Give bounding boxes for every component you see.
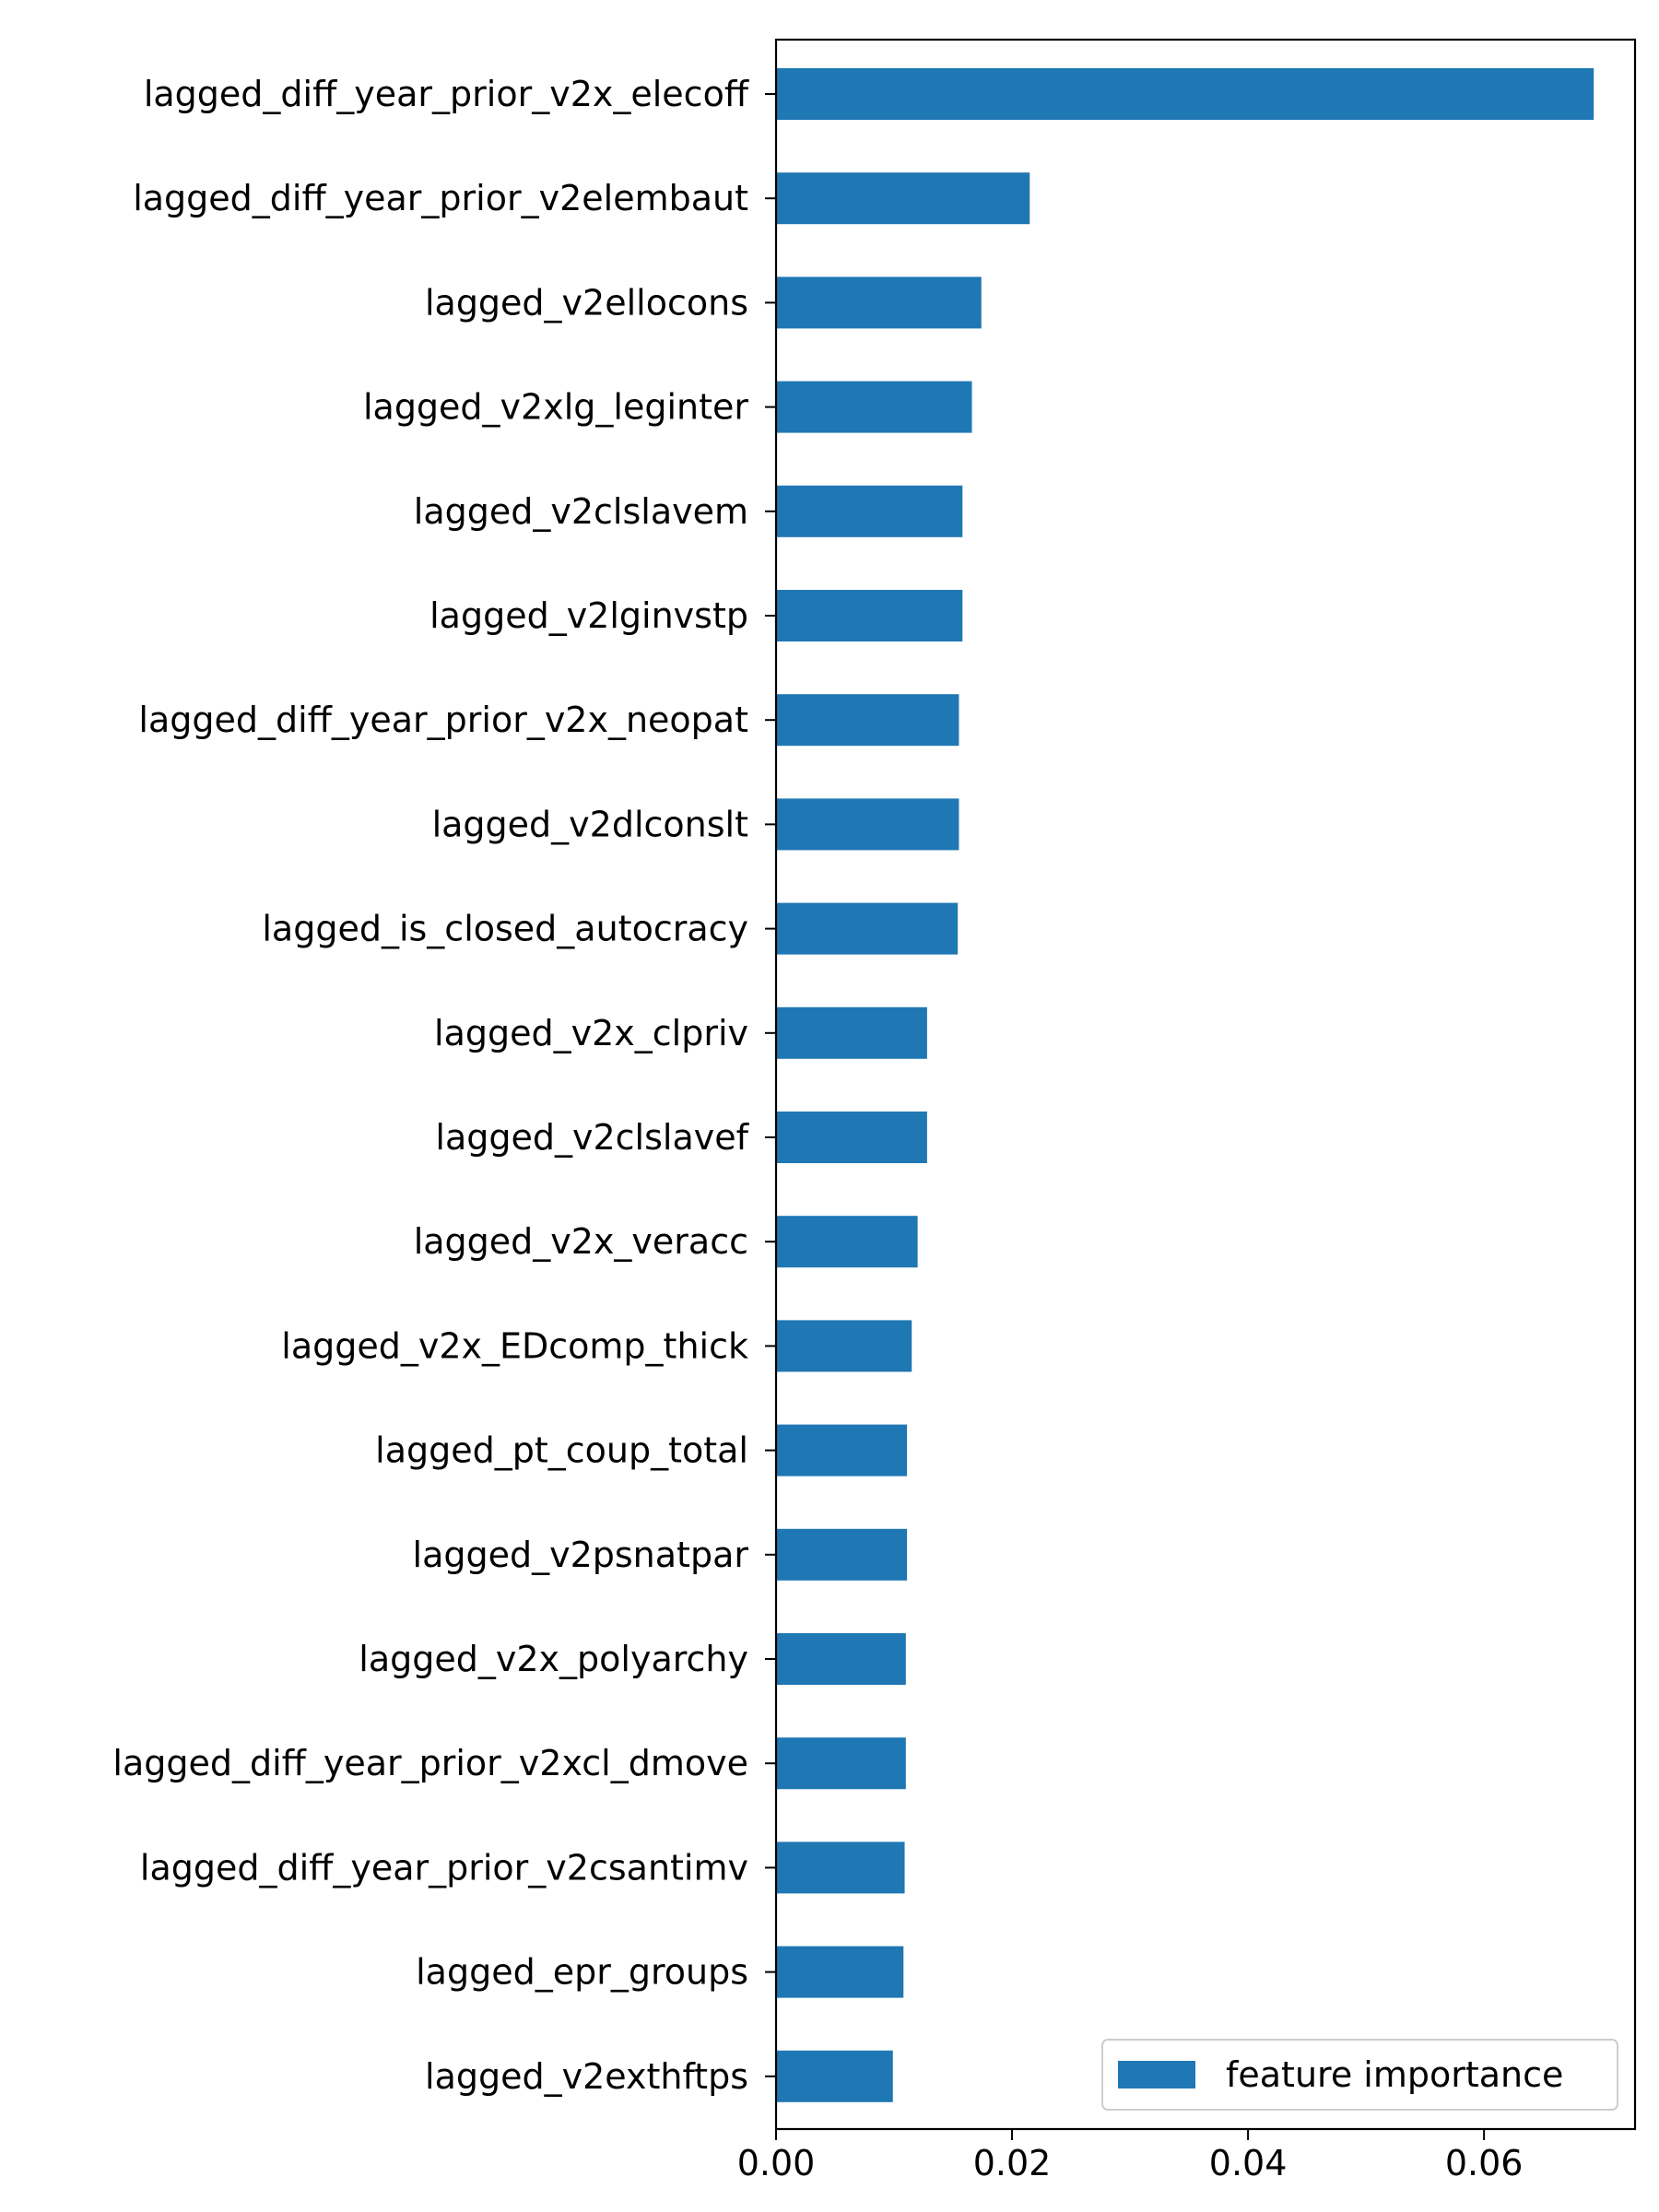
bar-lagged_v2x_clpriv <box>776 1006 927 1059</box>
y-tick-label: lagged_diff_year_prior_v2csantimv <box>140 1847 748 1888</box>
y-tick-label: lagged_v2psnatpar <box>413 1535 749 1575</box>
y-tick-label: lagged_v2clslavef <box>435 1117 749 1158</box>
y-tick-label: lagged_v2ellocons <box>425 282 748 323</box>
bar-lagged_epr_groups <box>776 1946 904 1998</box>
legend-label: feature importance <box>1226 2054 1563 2095</box>
bar-lagged_v2xlg_leginter <box>776 381 972 433</box>
bar-lagged_v2ellocons <box>776 276 982 329</box>
bar-lagged_diff_year_prior_v2x_elecoff <box>776 68 1594 120</box>
x-tick-label: 0.00 <box>737 2143 816 2183</box>
bar-lagged_v2dlconslt <box>776 798 959 851</box>
x-tick-label: 0.04 <box>1209 2143 1288 2183</box>
bar-lagged_v2x_EDcomp_thick <box>776 1320 912 1372</box>
bar-lagged_diff_year_prior_v2csantimv <box>776 1841 905 1894</box>
bar-lagged_v2x_veracc <box>776 1216 918 1268</box>
bar-lagged_v2lginvstp <box>776 590 963 641</box>
legend: feature importance <box>1101 2039 1618 2111</box>
y-tick-label: lagged_epr_groups <box>416 1952 748 1993</box>
bar-lagged_pt_coup_total <box>776 1424 908 1477</box>
legend-frame <box>1101 2039 1618 2111</box>
y-tick-label: lagged_v2xlg_leginter <box>363 387 748 428</box>
bar-lagged_v2x_polyarchy <box>776 1633 906 1685</box>
bar-lagged_v2clslavem <box>776 485 963 537</box>
y-tick-label: lagged_diff_year_prior_v2x_neopat <box>138 700 748 740</box>
y-tick-label: lagged_v2x_polyarchy <box>359 1639 748 1679</box>
bar-lagged_diff_year_prior_v2elembaut <box>776 172 1030 225</box>
y-tick-label: lagged_v2x_clpriv <box>434 1013 748 1053</box>
x-tick-label: 0.02 <box>973 2143 1052 2183</box>
legend-swatch <box>1118 2061 1195 2088</box>
y-tick-label: lagged_diff_year_prior_v2elembaut <box>133 178 748 218</box>
bar-lagged_is_closed_autocracy <box>776 902 959 955</box>
y-tick-label: lagged_diff_year_prior_v2xcl_dmove <box>112 1743 748 1783</box>
plot-frame <box>774 38 1637 2131</box>
x-tick-label: 0.06 <box>1445 2143 1524 2183</box>
y-tick-label: lagged_v2exthftps <box>425 2056 748 2097</box>
bars-layer <box>776 68 1594 2102</box>
y-tick-label: lagged_v2clslavem <box>414 491 748 532</box>
y-tick-label: lagged_v2dlconslt <box>432 804 748 844</box>
y-axis-ticks: lagged_diff_year_prior_v2x_elecofflagged… <box>112 74 776 2097</box>
bar-lagged_v2psnatpar <box>776 1528 908 1581</box>
bar-lagged_v2exthftps <box>776 2050 893 2102</box>
x-axis-ticks: 0.00 0.02 0.04 0.06 <box>737 2129 1524 2183</box>
bar-lagged_diff_year_prior_v2xcl_dmove <box>776 1737 906 1790</box>
bar-lagged_v2clslavef <box>776 1112 927 1163</box>
y-tick-label: lagged_pt_coup_total <box>375 1430 748 1471</box>
y-tick-label: lagged_diff_year_prior_v2x_elecoff <box>144 74 749 114</box>
y-tick-label: lagged_v2lginvstp <box>429 595 748 636</box>
bar-lagged_diff_year_prior_v2x_neopat <box>776 694 959 747</box>
y-tick-label: lagged_v2x_veracc <box>414 1221 748 1262</box>
y-tick-label: lagged_is_closed_autocracy <box>262 909 748 949</box>
y-tick-label: lagged_v2x_EDcomp_thick <box>281 1325 748 1366</box>
